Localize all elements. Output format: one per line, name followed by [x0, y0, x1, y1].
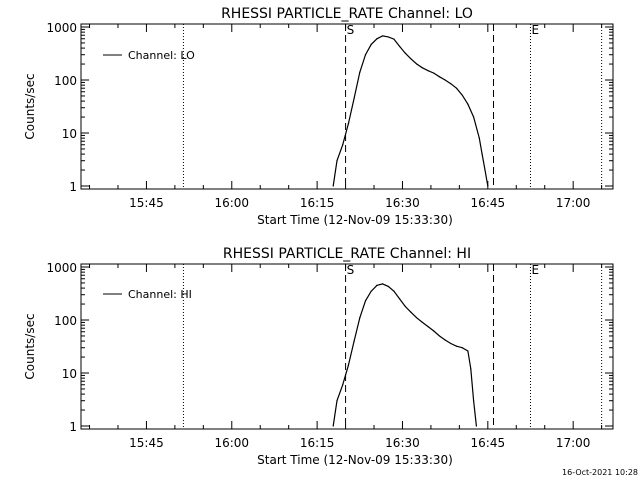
- y-tick-label: 1000: [46, 261, 77, 275]
- data-point: [461, 347, 463, 349]
- data-point: [370, 43, 372, 45]
- data-point: [353, 340, 355, 342]
- x-tick-label: 16:15: [300, 196, 335, 210]
- data-point: [336, 160, 338, 162]
- data-point: [444, 339, 446, 341]
- data-point: [427, 326, 429, 328]
- x-tick-label: 15:45: [129, 436, 164, 450]
- plot-frame: [80, 23, 614, 190]
- x-tick-label: 16:30: [385, 436, 420, 450]
- data-point: [410, 58, 412, 60]
- marker-label: S: [347, 263, 355, 277]
- data-point: [393, 38, 395, 40]
- x-tick-label: 17:00: [556, 436, 591, 450]
- data-point: [478, 137, 480, 139]
- marker-label: E: [531, 23, 539, 37]
- data-point: [470, 368, 472, 370]
- marker-label: S: [347, 23, 355, 37]
- y-tick-label: 10: [62, 127, 77, 141]
- data-point: [444, 79, 446, 81]
- data-point: [342, 384, 344, 386]
- x-tick-label: 15:45: [129, 196, 164, 210]
- y-tick-label: 100: [54, 74, 77, 88]
- data-point: [438, 76, 441, 78]
- data-point: [387, 36, 389, 38]
- data-point: [376, 38, 378, 40]
- y-axis-label: Counts/sec: [23, 73, 37, 139]
- data-point: [455, 345, 458, 347]
- data-point: [427, 70, 429, 72]
- y-tick-label: 1: [69, 420, 77, 434]
- data-point: [475, 425, 478, 427]
- data-point: [467, 350, 469, 352]
- data-point: [342, 144, 344, 146]
- data-point: [404, 52, 406, 54]
- data-point: [487, 185, 489, 187]
- y-tick-label: 1: [69, 180, 77, 194]
- data-point: [364, 300, 367, 302]
- series-line: [332, 35, 489, 187]
- x-axis-label: Start Time (12-Nov-09 15:33:30): [257, 213, 453, 227]
- y-tick-label: 100: [54, 314, 77, 328]
- data-point: [399, 298, 401, 300]
- data-point: [421, 321, 423, 324]
- chart-title: RHESSI PARTICLE_RATE Channel: LO: [221, 6, 473, 22]
- marker-label: E: [531, 263, 539, 277]
- data-point: [359, 317, 361, 319]
- data-point: [410, 311, 412, 313]
- data-point: [399, 45, 401, 48]
- data-point: [450, 342, 452, 345]
- hi-channel-panel: RHESSI PARTICLE_RATE Channel: HI 1 10 100 10…: [23, 246, 614, 467]
- data-point: [472, 400, 475, 402]
- data-point: [450, 83, 452, 85]
- data-point: [353, 97, 355, 99]
- x-axis-label: Start Time (12-Nov-09 15:33:30): [257, 453, 453, 467]
- x-tick-label: 16:45: [471, 436, 506, 450]
- data-point: [332, 185, 334, 187]
- data-point: [376, 284, 378, 286]
- data-point: [332, 425, 334, 427]
- data-point: [336, 400, 338, 402]
- plot-frame: [80, 263, 614, 430]
- data-point: [433, 330, 435, 332]
- data-point: [467, 103, 469, 105]
- y-axis-label: Counts/sec: [23, 313, 37, 379]
- data-point: [455, 87, 458, 89]
- legend-label: Channel: LO: [128, 49, 195, 62]
- data-point: [364, 54, 367, 56]
- x-tick-label: 17:00: [556, 196, 591, 210]
- series-line: [332, 283, 477, 427]
- y-tick-label: 1000: [46, 21, 77, 35]
- data-point: [404, 305, 406, 308]
- data-point: [416, 317, 418, 319]
- x-tick-label: 16:15: [300, 436, 335, 450]
- x-tick-label: 16:00: [214, 436, 249, 450]
- x-tick-label: 16:00: [214, 196, 249, 210]
- x-tick-label: 16:45: [471, 196, 506, 210]
- data-point: [472, 116, 475, 118]
- data-point: [381, 283, 384, 285]
- data-point: [484, 169, 486, 171]
- data-point: [381, 35, 384, 37]
- data-point: [347, 123, 350, 125]
- data-point: [481, 153, 483, 155]
- data-point: [359, 71, 361, 73]
- data-point: [421, 67, 423, 69]
- data-point: [433, 72, 435, 74]
- data-point: [370, 290, 372, 292]
- data-point: [347, 364, 350, 366]
- footer-timestamp: 16-Oct-2021 10:28: [562, 468, 638, 477]
- data-point: [387, 285, 389, 288]
- data-point: [393, 290, 395, 292]
- legend-label: Channel: HI: [128, 288, 192, 301]
- lo-channel-panel: RHESSI PARTICLE_RATE Channel: LO 1 10 100 10…: [23, 6, 614, 227]
- data-point: [438, 335, 441, 337]
- data-point: [461, 94, 463, 96]
- chart-title: RHESSI PARTICLE_RATE Channel: HI: [223, 246, 471, 262]
- data-point: [416, 63, 418, 65]
- y-tick-label: 10: [62, 367, 77, 381]
- x-tick-label: 16:30: [385, 196, 420, 210]
